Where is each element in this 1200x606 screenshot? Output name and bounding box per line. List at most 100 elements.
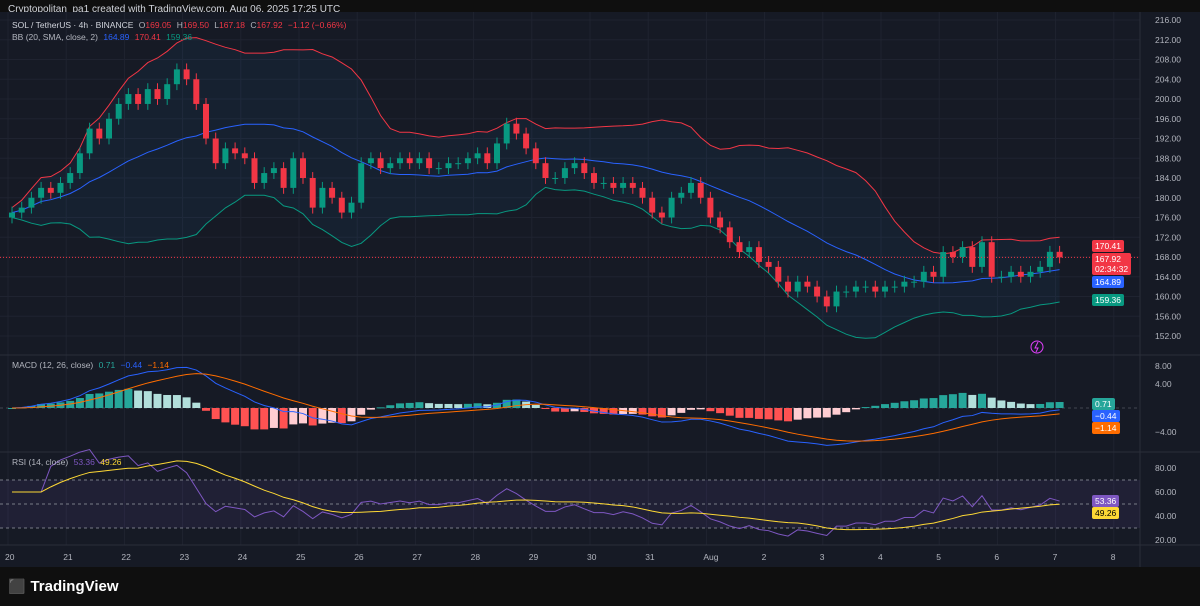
macd-histogram-bar bbox=[871, 405, 880, 408]
candlestick-chart[interactable]: 216.00212.00208.00204.00200.00196.00192.… bbox=[0, 0, 1200, 567]
macd-histogram-bar bbox=[318, 408, 327, 424]
low-label: L bbox=[214, 20, 220, 30]
candle-body bbox=[222, 148, 229, 164]
candle-body bbox=[581, 163, 588, 174]
candle-body bbox=[503, 123, 510, 144]
candle-body bbox=[775, 266, 782, 282]
open-value: 169.05 bbox=[145, 20, 172, 30]
candle-body bbox=[988, 242, 995, 277]
candle-body bbox=[1027, 271, 1034, 277]
rsi-line bbox=[12, 448, 1060, 537]
macd-histogram-bar bbox=[425, 403, 434, 408]
candle-body bbox=[930, 271, 937, 277]
x-tick-label: 7 bbox=[1053, 552, 1058, 562]
macd-histogram-bar bbox=[386, 405, 395, 408]
bb-upper-line bbox=[11, 37, 1060, 255]
rsi-ma-value: 49.26 bbox=[100, 457, 122, 467]
macd-histogram-bar bbox=[745, 408, 754, 418]
candle-body bbox=[154, 89, 161, 99]
rsi-legend[interactable]: RSI (14, close) 53.36 49.26 bbox=[12, 457, 125, 467]
macd-histogram-bar bbox=[551, 408, 560, 412]
macd-histogram-bar bbox=[75, 398, 84, 408]
candle-body bbox=[823, 296, 830, 307]
price-tick-label: 156.00 bbox=[1155, 311, 1181, 321]
candle-body bbox=[804, 281, 811, 287]
price-tick-label: 200.00 bbox=[1155, 94, 1181, 104]
candle-body bbox=[135, 94, 142, 104]
macd-histogram-bar bbox=[958, 392, 967, 408]
macd-histogram-bar bbox=[240, 408, 249, 427]
candle-body bbox=[785, 281, 791, 292]
macd-histogram-bar bbox=[153, 393, 162, 408]
rsi-ma-tag: 49.26 bbox=[1092, 507, 1120, 519]
macd-histogram-bar bbox=[997, 400, 1006, 408]
macd-signal-tag: −1.14 bbox=[1092, 422, 1120, 434]
macd-histogram-bar bbox=[560, 408, 569, 412]
chart-credit: Cryptopolitan_pa1 created with TradingVi… bbox=[8, 4, 341, 15]
open-label: O bbox=[138, 20, 146, 30]
candle-body bbox=[629, 182, 636, 188]
bar-countdown: 02:34:32 bbox=[1095, 264, 1129, 274]
candle-body bbox=[561, 168, 568, 178]
macd-histogram-bar bbox=[463, 403, 472, 408]
lightning-icon-glyph bbox=[1034, 341, 1039, 353]
candle-body bbox=[416, 158, 423, 164]
symbol-name: SOL / TetherUS · 4h · BINANCE bbox=[12, 20, 134, 30]
rsi-value: 53.36 bbox=[73, 457, 95, 467]
x-tick-label: 3 bbox=[820, 552, 825, 562]
macd-histogram-bar bbox=[948, 394, 957, 408]
macd-histogram-bar bbox=[376, 407, 385, 409]
macd-histogram-bar bbox=[1007, 401, 1016, 408]
candle-body bbox=[755, 247, 762, 262]
candle-body bbox=[164, 84, 171, 99]
price-tick-label: 192.00 bbox=[1155, 134, 1181, 144]
macd-histogram-bar bbox=[502, 399, 511, 408]
macd-histogram-bar bbox=[143, 391, 152, 408]
candle-body bbox=[455, 163, 462, 165]
candle-body bbox=[125, 94, 132, 104]
macd-histogram-bar bbox=[638, 408, 647, 415]
candle-body bbox=[697, 182, 704, 198]
price-tick-label: 196.00 bbox=[1155, 114, 1181, 124]
bb-basis-tag: 164.89 bbox=[1092, 276, 1124, 288]
tradingview-logo-icon: ⬛ bbox=[8, 578, 26, 594]
candle-body bbox=[862, 286, 869, 288]
candle-body bbox=[678, 192, 685, 198]
macd-histogram-bar bbox=[182, 397, 191, 408]
macd-line-value: −0.44 bbox=[120, 360, 143, 370]
macd-tick-label: −4.00 bbox=[1155, 427, 1177, 437]
macd-tick-label: 4.00 bbox=[1155, 379, 1172, 389]
x-tick-label: 31 bbox=[645, 552, 655, 562]
bb-legend[interactable]: BB (20, SMA, close, 2) 164.89 170.41 159… bbox=[12, 32, 195, 42]
candle-body bbox=[212, 138, 219, 164]
macd-histogram-bar bbox=[357, 408, 366, 415]
x-tick-label: 25 bbox=[296, 552, 306, 562]
macd-legend[interactable]: MACD (12, 26, close) 0.71 −0.44 −1.14 bbox=[12, 360, 172, 370]
candle-body bbox=[1008, 271, 1015, 277]
macd-histogram-bar bbox=[434, 403, 443, 408]
macd-histogram-bar bbox=[628, 408, 637, 414]
x-tick-label: 30 bbox=[587, 552, 597, 562]
macd-histogram-bar bbox=[580, 408, 589, 412]
macd-histogram-bar bbox=[774, 408, 783, 421]
candle-body bbox=[494, 143, 500, 164]
change-value: −1.12 (−0.66%) bbox=[287, 20, 347, 30]
candle-body bbox=[949, 252, 956, 257]
macd-histogram-bar bbox=[667, 408, 676, 416]
x-tick-label: 26 bbox=[354, 552, 364, 562]
candle-body bbox=[717, 217, 724, 228]
macd-histogram-bar bbox=[366, 408, 375, 410]
candle-body bbox=[38, 187, 45, 198]
macd-histogram-bar bbox=[919, 398, 928, 408]
macd-histogram-bar bbox=[754, 408, 763, 419]
macd-histogram-bar bbox=[968, 394, 977, 408]
macd-histogram-bar bbox=[813, 408, 822, 418]
candle-body bbox=[833, 291, 840, 307]
candle-body bbox=[67, 173, 74, 183]
macd-histogram-bar bbox=[444, 403, 453, 408]
chart-frame[interactable] bbox=[0, 12, 1200, 567]
macd-histogram-bar bbox=[851, 408, 860, 410]
tradingview-logo[interactable]: ⬛ TradingView bbox=[8, 578, 119, 595]
candle-body bbox=[532, 148, 539, 164]
macd-histogram-bar bbox=[85, 393, 94, 408]
